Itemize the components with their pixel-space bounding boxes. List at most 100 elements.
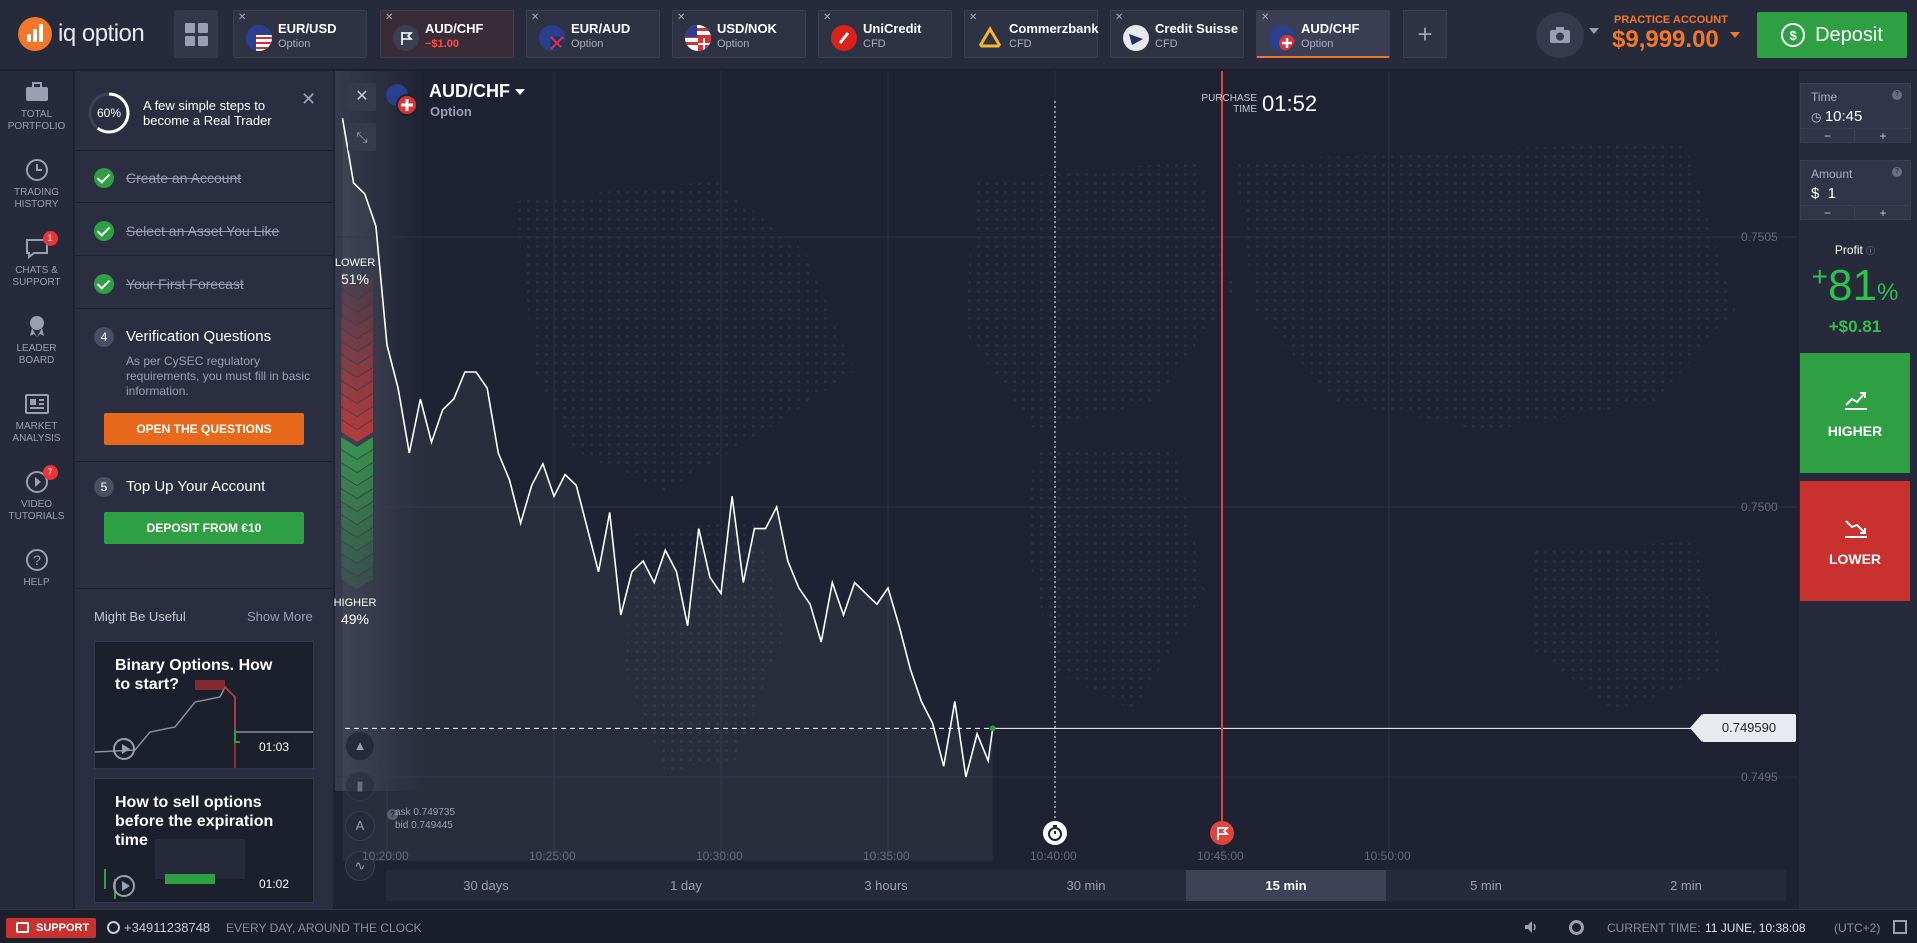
fullscreen-icon[interactable] bbox=[1893, 920, 1907, 934]
video-duration: 01:02 bbox=[259, 877, 290, 891]
price-chart[interactable] bbox=[335, 71, 1797, 909]
indicators-button[interactable]: ∿ bbox=[345, 851, 375, 881]
amount-increment-button[interactable]: + bbox=[1856, 205, 1910, 220]
nav-leader-board[interactable]: LEADER BOARD bbox=[0, 315, 73, 367]
account-balance[interactable]: $9,999.00 bbox=[1612, 26, 1719, 53]
play-icon[interactable] bbox=[113, 875, 135, 897]
close-tab-icon[interactable]: ✕ bbox=[531, 12, 540, 23]
help-icon[interactable]: ? bbox=[1892, 167, 1902, 177]
tab-title: UniCredit bbox=[863, 21, 922, 36]
time-increment-button[interactable]: + bbox=[1856, 128, 1910, 143]
amount-field[interactable]: Amount ? $ 1 − + bbox=[1800, 160, 1911, 220]
close-tab-icon[interactable]: ✕ bbox=[677, 12, 686, 23]
close-tab-icon[interactable]: ✕ bbox=[385, 12, 394, 23]
nav-market-analysis[interactable]: MARKET ANALYSIS bbox=[0, 393, 73, 445]
nav-trading-history[interactable]: TRADING HISTORY bbox=[0, 159, 73, 211]
deposit-from-button[interactable]: DEPOSIT FROM €10 bbox=[104, 512, 304, 544]
nav-video-tutorials[interactable]: 7 VIDEO TUTORIALS bbox=[0, 465, 73, 523]
asset-tab[interactable]: ✕ Credit Suisse CFD bbox=[1110, 10, 1244, 58]
amount-value[interactable]: $ 1 bbox=[1811, 185, 1837, 202]
asset-tab[interactable]: ✕ UniCredit CFD bbox=[818, 10, 952, 58]
current-price-dot bbox=[989, 725, 996, 732]
open-questions-button[interactable]: OPEN THE QUESTIONS bbox=[104, 413, 304, 445]
close-tab-icon[interactable]: ✕ bbox=[969, 12, 978, 23]
asset-tab[interactable]: ✕ EUR/AUD Option bbox=[526, 10, 660, 58]
tab-title: EUR/AUD bbox=[571, 21, 631, 36]
close-icon[interactable]: ✕ bbox=[301, 89, 317, 109]
video-title: Binary Options. How to start? bbox=[115, 657, 273, 693]
nav-chats-support[interactable]: 1 CHATS & SUPPORT bbox=[0, 231, 73, 289]
asset-tab[interactable]: ✕ USD/NOK Option bbox=[672, 10, 806, 58]
timeframe-option-active[interactable]: 15 min bbox=[1186, 870, 1386, 901]
video-card[interactable]: Binary Options. How to start? 01:03 bbox=[94, 641, 314, 769]
close-tab-icon[interactable]: ✕ bbox=[823, 12, 832, 23]
close-chart-button[interactable]: ✕ bbox=[348, 83, 376, 111]
amount-decrement-button[interactable]: − bbox=[1801, 205, 1855, 220]
support-phone[interactable]: +34911238748 bbox=[124, 920, 211, 935]
close-tab-icon[interactable]: ✕ bbox=[238, 12, 247, 23]
tab-subtitle: Option bbox=[571, 38, 604, 50]
nav-label: BOARD bbox=[18, 355, 55, 366]
assets-grid-button[interactable] bbox=[174, 10, 218, 58]
expiration-time-field[interactable]: Time ? ◷ 10:45 − + bbox=[1800, 83, 1911, 143]
screenshot-button[interactable] bbox=[1536, 12, 1584, 58]
tab-title: Commerzbank bbox=[1009, 21, 1099, 36]
amount-label: Amount bbox=[1811, 167, 1853, 181]
timeframe-option[interactable]: 2 min bbox=[1670, 878, 1702, 893]
higher-sentiment-value: 49% bbox=[340, 611, 370, 627]
nav-help[interactable]: ? HELP bbox=[0, 549, 73, 589]
timeframe-tool-button[interactable]: ▮ bbox=[345, 771, 375, 801]
help-icon[interactable]: ⓘ bbox=[1866, 246, 1876, 256]
step-completed[interactable]: Create an Account bbox=[75, 151, 333, 203]
asset-tab[interactable]: ✕ Commerzbank CFD bbox=[964, 10, 1099, 58]
tab-subtitle: CFD bbox=[1155, 38, 1178, 50]
chart-type-button[interactable]: ▲ bbox=[345, 731, 375, 761]
minimize-chart-button[interactable]: ⤡ bbox=[348, 123, 376, 151]
chevron-down-icon[interactable] bbox=[515, 89, 525, 95]
close-tab-icon[interactable]: ✕ bbox=[1261, 12, 1270, 23]
add-tab-button[interactable]: + bbox=[1403, 10, 1447, 58]
info-icon[interactable]: ? bbox=[387, 809, 398, 820]
time-value[interactable]: ◷ 10:45 bbox=[1811, 108, 1862, 125]
timeframe-option[interactable]: 30 min bbox=[1066, 878, 1106, 893]
drawing-tool-button[interactable]: A bbox=[345, 811, 375, 841]
tab-title: AUD/CHF bbox=[1301, 21, 1360, 36]
timeframe-option[interactable]: 5 min bbox=[1470, 878, 1502, 893]
timeframe-selector: 30 days 1 day 3 hours 30 min 15 min 5 mi… bbox=[386, 870, 1786, 901]
x-axis-tick: 10:40:00 bbox=[1030, 849, 1077, 863]
nav-label: PORTFOLIO bbox=[7, 121, 66, 132]
asset-selector[interactable]: AUD/CHF bbox=[429, 81, 510, 101]
lower-button[interactable]: LOWER bbox=[1800, 481, 1910, 601]
progress-ring: 60% bbox=[87, 91, 131, 135]
timeframe-option[interactable]: 1 day bbox=[670, 878, 702, 893]
deposit-button[interactable]: $ Deposit bbox=[1757, 12, 1907, 58]
world-map-background bbox=[515, 141, 1735, 771]
deposit-label: Deposit bbox=[1815, 23, 1883, 46]
play-icon[interactable] bbox=[113, 738, 135, 760]
support-button[interactable]: SUPPORT bbox=[6, 918, 96, 938]
video-card[interactable]: How to sell options before the expiratio… bbox=[94, 778, 314, 903]
step-completed[interactable]: Your First Forecast bbox=[75, 257, 333, 309]
chart-area[interactable]: ✕ ⤡ AUD/CHF Option PURCHASE TIME 01:52 L… bbox=[334, 71, 1797, 909]
time-decrement-button[interactable]: − bbox=[1801, 128, 1855, 143]
notification-badge: 7 bbox=[42, 465, 58, 480]
step-completed[interactable]: Select an Asset You Like bbox=[75, 204, 333, 256]
asset-tab[interactable]: ✕ EUR/USD Option bbox=[233, 10, 367, 58]
show-more-link[interactable]: Show More bbox=[247, 609, 313, 624]
brand-logo[interactable]: iq option bbox=[18, 17, 145, 51]
nav-label: VIDEO bbox=[20, 499, 53, 510]
chevron-down-icon[interactable] bbox=[1589, 28, 1599, 34]
asset-tab-active[interactable]: ✕ AUD/CHF Option bbox=[1256, 10, 1390, 58]
nav-total-portfolio[interactable]: TOTAL PORTFOLIO bbox=[0, 81, 73, 133]
higher-button[interactable]: HIGHER bbox=[1800, 353, 1910, 473]
asset-tab[interactable]: ✕ AUD/CHF −$1.00 bbox=[380, 10, 514, 58]
sound-icon[interactable] bbox=[1524, 920, 1538, 934]
timeframe-option[interactable]: 30 days bbox=[463, 878, 509, 893]
trade-panel: Time ? ◷ 10:45 − + Amount ? $ 1 − + Prof… bbox=[1799, 71, 1917, 909]
timeframe-option[interactable]: 3 hours bbox=[864, 878, 908, 893]
close-tab-icon[interactable]: ✕ bbox=[1115, 12, 1124, 23]
account-chevron-down-icon[interactable] bbox=[1730, 32, 1740, 38]
sentiment-lower-segment bbox=[341, 381, 373, 403]
gear-icon[interactable] bbox=[1569, 920, 1584, 935]
help-icon[interactable]: ? bbox=[1892, 90, 1902, 100]
